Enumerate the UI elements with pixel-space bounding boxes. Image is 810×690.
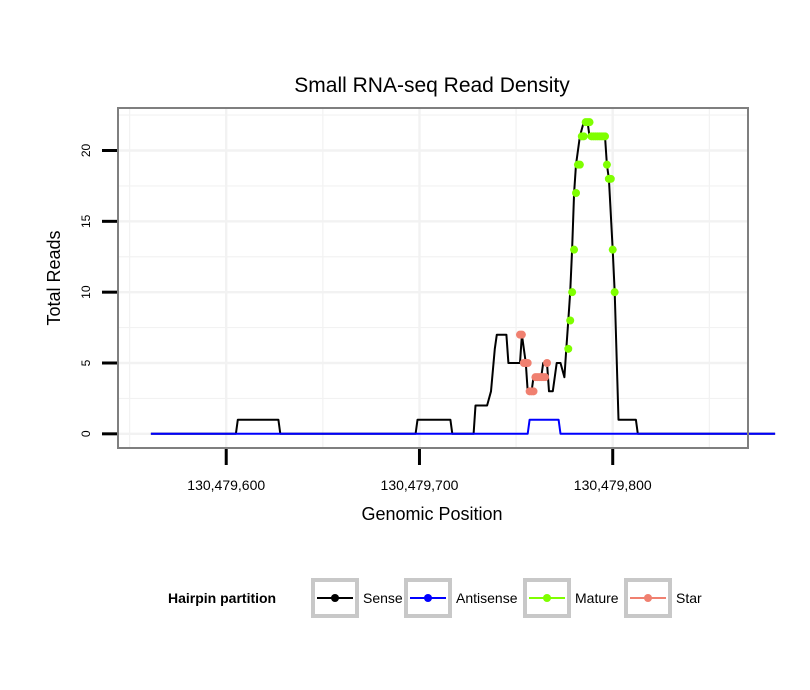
y-tick-label: 0: [79, 430, 93, 437]
x-tick-label: 130,479,700: [381, 477, 459, 493]
data-point-mature: [579, 132, 588, 141]
data-point-star: [517, 330, 526, 339]
y-tick-label: 10: [79, 285, 93, 299]
data-point-star: [543, 359, 552, 367]
legend-item-star: Star: [624, 578, 702, 618]
plot-border: [117, 107, 749, 449]
legend-label: Sense: [363, 590, 403, 606]
data-point-star: [541, 373, 550, 382]
legend-label: Star: [676, 590, 702, 606]
x-axis-label: Genomic Position: [361, 504, 502, 524]
x-tick-label: 130,479,600: [187, 477, 265, 493]
series-line-antisense: [150, 418, 776, 435]
legend-item-mature: Mature: [523, 578, 619, 618]
y-axis-label: Total Reads: [44, 230, 64, 325]
y-tick-label: 20: [79, 144, 93, 158]
plot-panel: [118, 108, 748, 448]
chart-title: Small RNA-seq Read Density: [294, 74, 570, 97]
legend: Hairpin partition Sense Antisense Mature St…: [168, 578, 702, 618]
x-axis: 130,479,600 130,479,700 130,479,800: [187, 449, 652, 493]
data-point-mature: [600, 132, 609, 141]
legend-key-point: [644, 594, 652, 602]
legend-item-sense: Sense: [311, 578, 403, 618]
data-point-mature: [575, 160, 584, 169]
y-tick-label: 15: [79, 214, 93, 228]
grid-lines: [118, 108, 748, 448]
legend-label: Mature: [575, 590, 619, 606]
data-point-mature: [570, 245, 579, 254]
legend-label: Antisense: [456, 590, 518, 606]
series-points: [515, 118, 619, 396]
y-tick-label: 5: [79, 359, 93, 366]
legend-item-antisense: Antisense: [404, 578, 518, 618]
data-point-mature: [566, 316, 575, 325]
y-axis: 0 5 10 15 20: [79, 144, 117, 437]
x-tick-label: 130,479,800: [574, 477, 652, 493]
legend-title: Hairpin partition: [168, 590, 276, 606]
data-point-mature: [602, 160, 611, 169]
data-point-mature: [572, 189, 581, 197]
data-point-mature: [568, 288, 577, 297]
data-point-mature: [610, 288, 619, 297]
legend-key-point: [543, 594, 551, 602]
data-point-star: [529, 387, 538, 396]
data-point-mature: [585, 118, 594, 127]
legend-key-point: [331, 594, 339, 602]
legend-key-point: [424, 594, 432, 602]
data-point-mature: [606, 174, 615, 183]
data-point-star: [523, 359, 532, 367]
data-point-mature: [608, 245, 617, 254]
data-point-mature: [564, 344, 573, 353]
